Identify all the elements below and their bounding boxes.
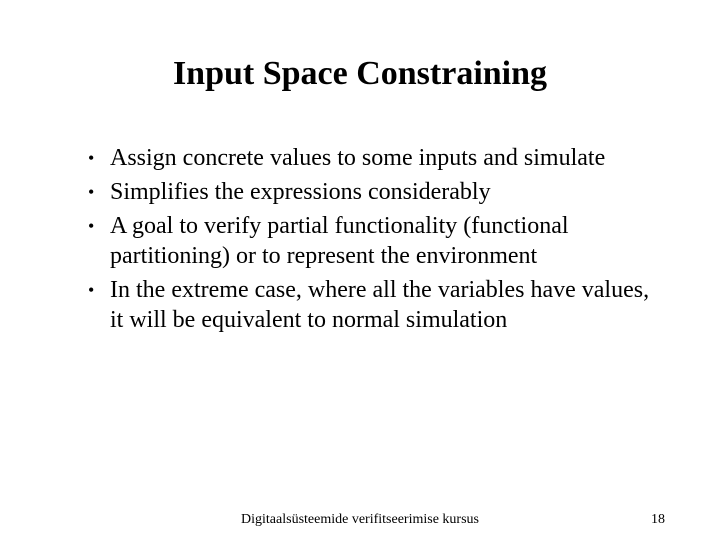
bullet-item: Assign concrete values to some inputs an… (88, 143, 660, 173)
slide: Input Space Constraining Assign concrete… (0, 0, 720, 540)
bullet-item: Simplifies the expressions considerably (88, 177, 660, 207)
footer-text: Digitaalsüsteemide verifitseerimise kurs… (241, 512, 479, 528)
bullet-list: Assign concrete values to some inputs an… (60, 143, 660, 335)
bullet-item: In the extreme case, where all the varia… (88, 275, 660, 335)
slide-title: Input Space Constraining (60, 55, 660, 93)
page-number: 18 (651, 512, 665, 528)
bullet-item: A goal to verify partial functionality (… (88, 211, 660, 271)
